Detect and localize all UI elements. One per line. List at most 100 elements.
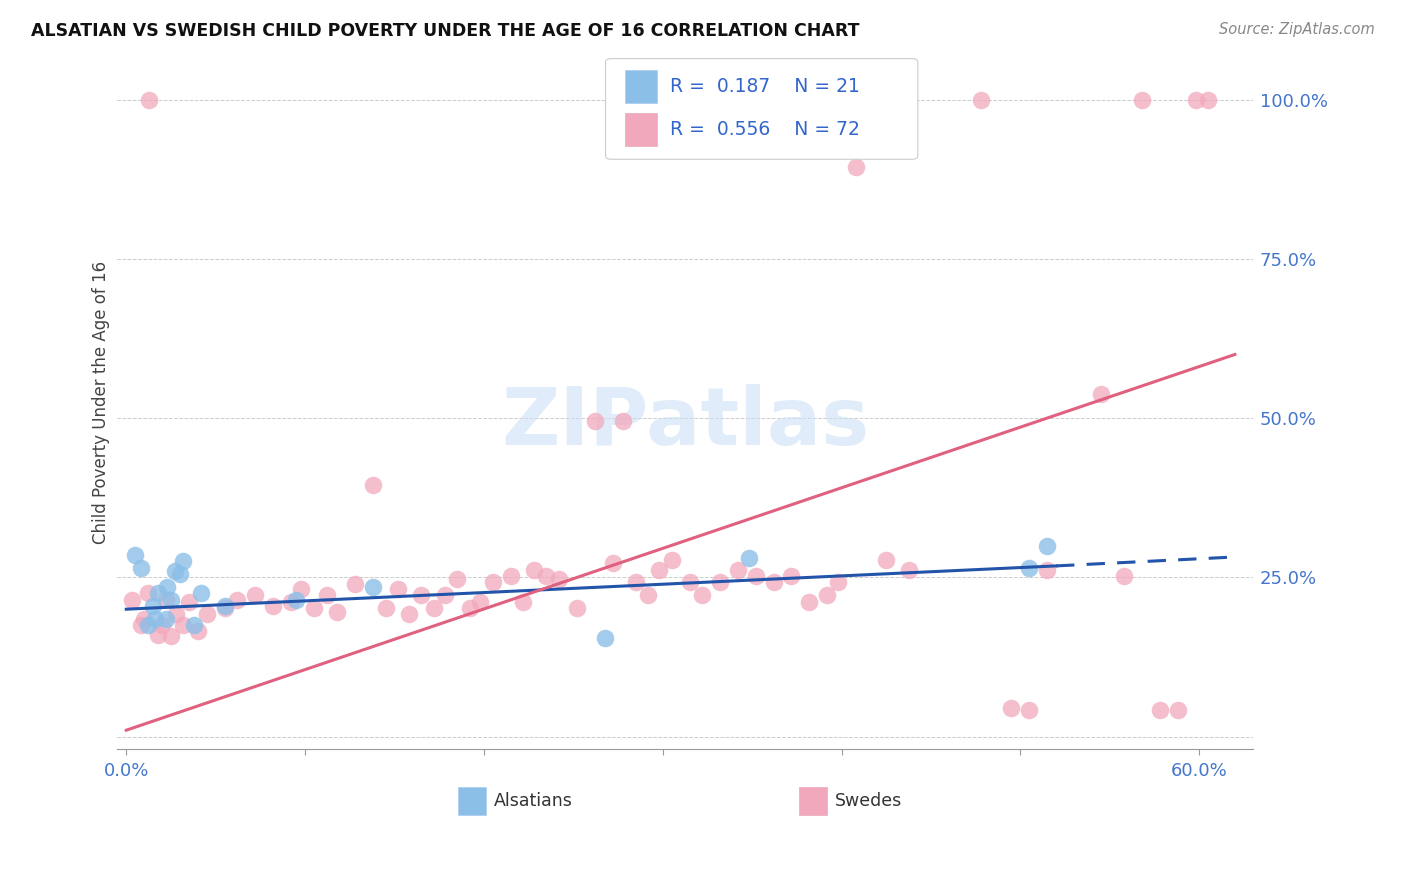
Point (744, 569, 766, 583)
Point (195, 607, 218, 622)
Point (1184, 93, 1206, 107)
Point (423, 601, 446, 615)
Point (648, 563, 671, 577)
Text: Swedes: Swedes (835, 792, 903, 810)
Point (398, 607, 420, 622)
Point (262, 599, 284, 613)
Point (226, 592, 249, 607)
Point (172, 618, 194, 632)
Text: R =  0.187    N = 21: R = 0.187 N = 21 (671, 77, 860, 96)
Point (970, 93, 993, 107)
Point (121, 592, 143, 607)
Point (602, 557, 624, 571)
Point (523, 563, 546, 577)
Point (142, 599, 165, 613)
Point (1036, 563, 1059, 577)
Point (387, 582, 409, 596)
FancyBboxPatch shape (624, 113, 657, 146)
Point (155, 592, 177, 607)
Text: ALSATIAN VS SWEDISH CHILD POVERTY UNDER THE AGE OF 16 CORRELATION CHART: ALSATIAN VS SWEDISH CHILD POVERTY UNDER … (31, 22, 859, 40)
Point (160, 629, 183, 643)
Point (1090, 387, 1112, 401)
Y-axis label: Child Poverty Under the Age of 16: Child Poverty Under the Age of 16 (93, 260, 110, 544)
Point (129, 618, 152, 632)
Point (315, 588, 337, 602)
FancyBboxPatch shape (458, 788, 486, 815)
Point (898, 563, 921, 577)
Point (1167, 703, 1189, 717)
Point (344, 576, 367, 591)
Point (661, 552, 683, 566)
Point (827, 575, 849, 590)
Point (709, 575, 731, 590)
Point (536, 569, 558, 583)
Point (302, 601, 325, 615)
Point (565, 601, 588, 615)
FancyBboxPatch shape (624, 70, 657, 103)
Point (150, 618, 173, 632)
Point (612, 414, 634, 428)
Point (163, 564, 186, 578)
Point (285, 592, 308, 607)
Point (148, 586, 170, 600)
Text: ZIPatlas: ZIPatlas (501, 384, 869, 462)
Point (361, 580, 384, 594)
Point (727, 563, 749, 577)
Point (361, 478, 384, 492)
Point (214, 601, 236, 615)
Point (1036, 539, 1059, 553)
Point (595, 631, 617, 645)
Point (737, 551, 759, 566)
Point (512, 594, 534, 608)
Text: Source: ZipAtlas.com: Source: ZipAtlas.com (1219, 22, 1375, 37)
Point (624, 575, 647, 590)
Point (169, 567, 191, 582)
Point (214, 599, 236, 613)
Point (165, 607, 187, 622)
Point (1149, 703, 1171, 717)
Point (780, 569, 803, 583)
Point (433, 588, 456, 602)
Point (470, 594, 492, 608)
Point (177, 594, 200, 608)
Point (136, 618, 159, 632)
Point (374, 601, 396, 615)
Point (411, 588, 433, 602)
Point (187, 624, 209, 639)
Point (446, 572, 468, 586)
Point (172, 554, 194, 568)
Point (148, 628, 170, 642)
Text: R =  0.556    N = 72: R = 0.556 N = 72 (671, 120, 860, 139)
Point (1112, 569, 1135, 583)
Point (678, 575, 700, 590)
Point (548, 572, 571, 586)
Point (124, 548, 146, 562)
Point (143, 612, 166, 626)
Point (1018, 561, 1040, 575)
Point (155, 612, 177, 626)
Point (815, 588, 838, 602)
Point (1018, 703, 1040, 717)
Point (1197, 93, 1219, 107)
Point (326, 606, 349, 620)
Text: Alsatians: Alsatians (495, 792, 574, 810)
Point (129, 561, 152, 575)
Point (799, 594, 821, 608)
FancyBboxPatch shape (799, 788, 827, 815)
Point (1000, 701, 1022, 715)
Point (637, 588, 659, 602)
Point (875, 552, 897, 566)
Point (583, 414, 606, 428)
Point (160, 592, 183, 607)
Point (280, 594, 302, 608)
FancyBboxPatch shape (606, 59, 918, 160)
Point (243, 588, 266, 602)
Point (499, 569, 522, 583)
Point (290, 582, 312, 596)
Point (690, 588, 713, 602)
Point (482, 575, 505, 590)
Point (762, 575, 785, 590)
Point (138, 93, 160, 107)
Point (190, 586, 212, 600)
Point (458, 601, 481, 615)
